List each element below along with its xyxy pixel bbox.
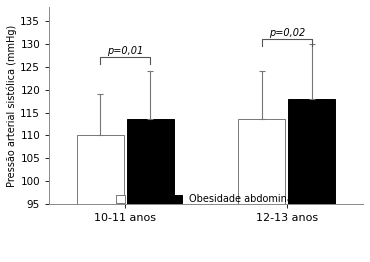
Bar	[77, 135, 124, 204]
Text: p=0,02: p=0,02	[269, 28, 305, 38]
Bar	[127, 119, 174, 204]
Legend: Normal, Obesidade abdominal: Normal, Obesidade abdominal	[112, 190, 300, 208]
Text: p=0,01: p=0,01	[107, 46, 144, 56]
Bar	[238, 119, 285, 204]
Y-axis label: Pressão arterial sistólica (mmHg): Pressão arterial sistólica (mmHg)	[7, 25, 17, 187]
Bar	[288, 99, 335, 204]
